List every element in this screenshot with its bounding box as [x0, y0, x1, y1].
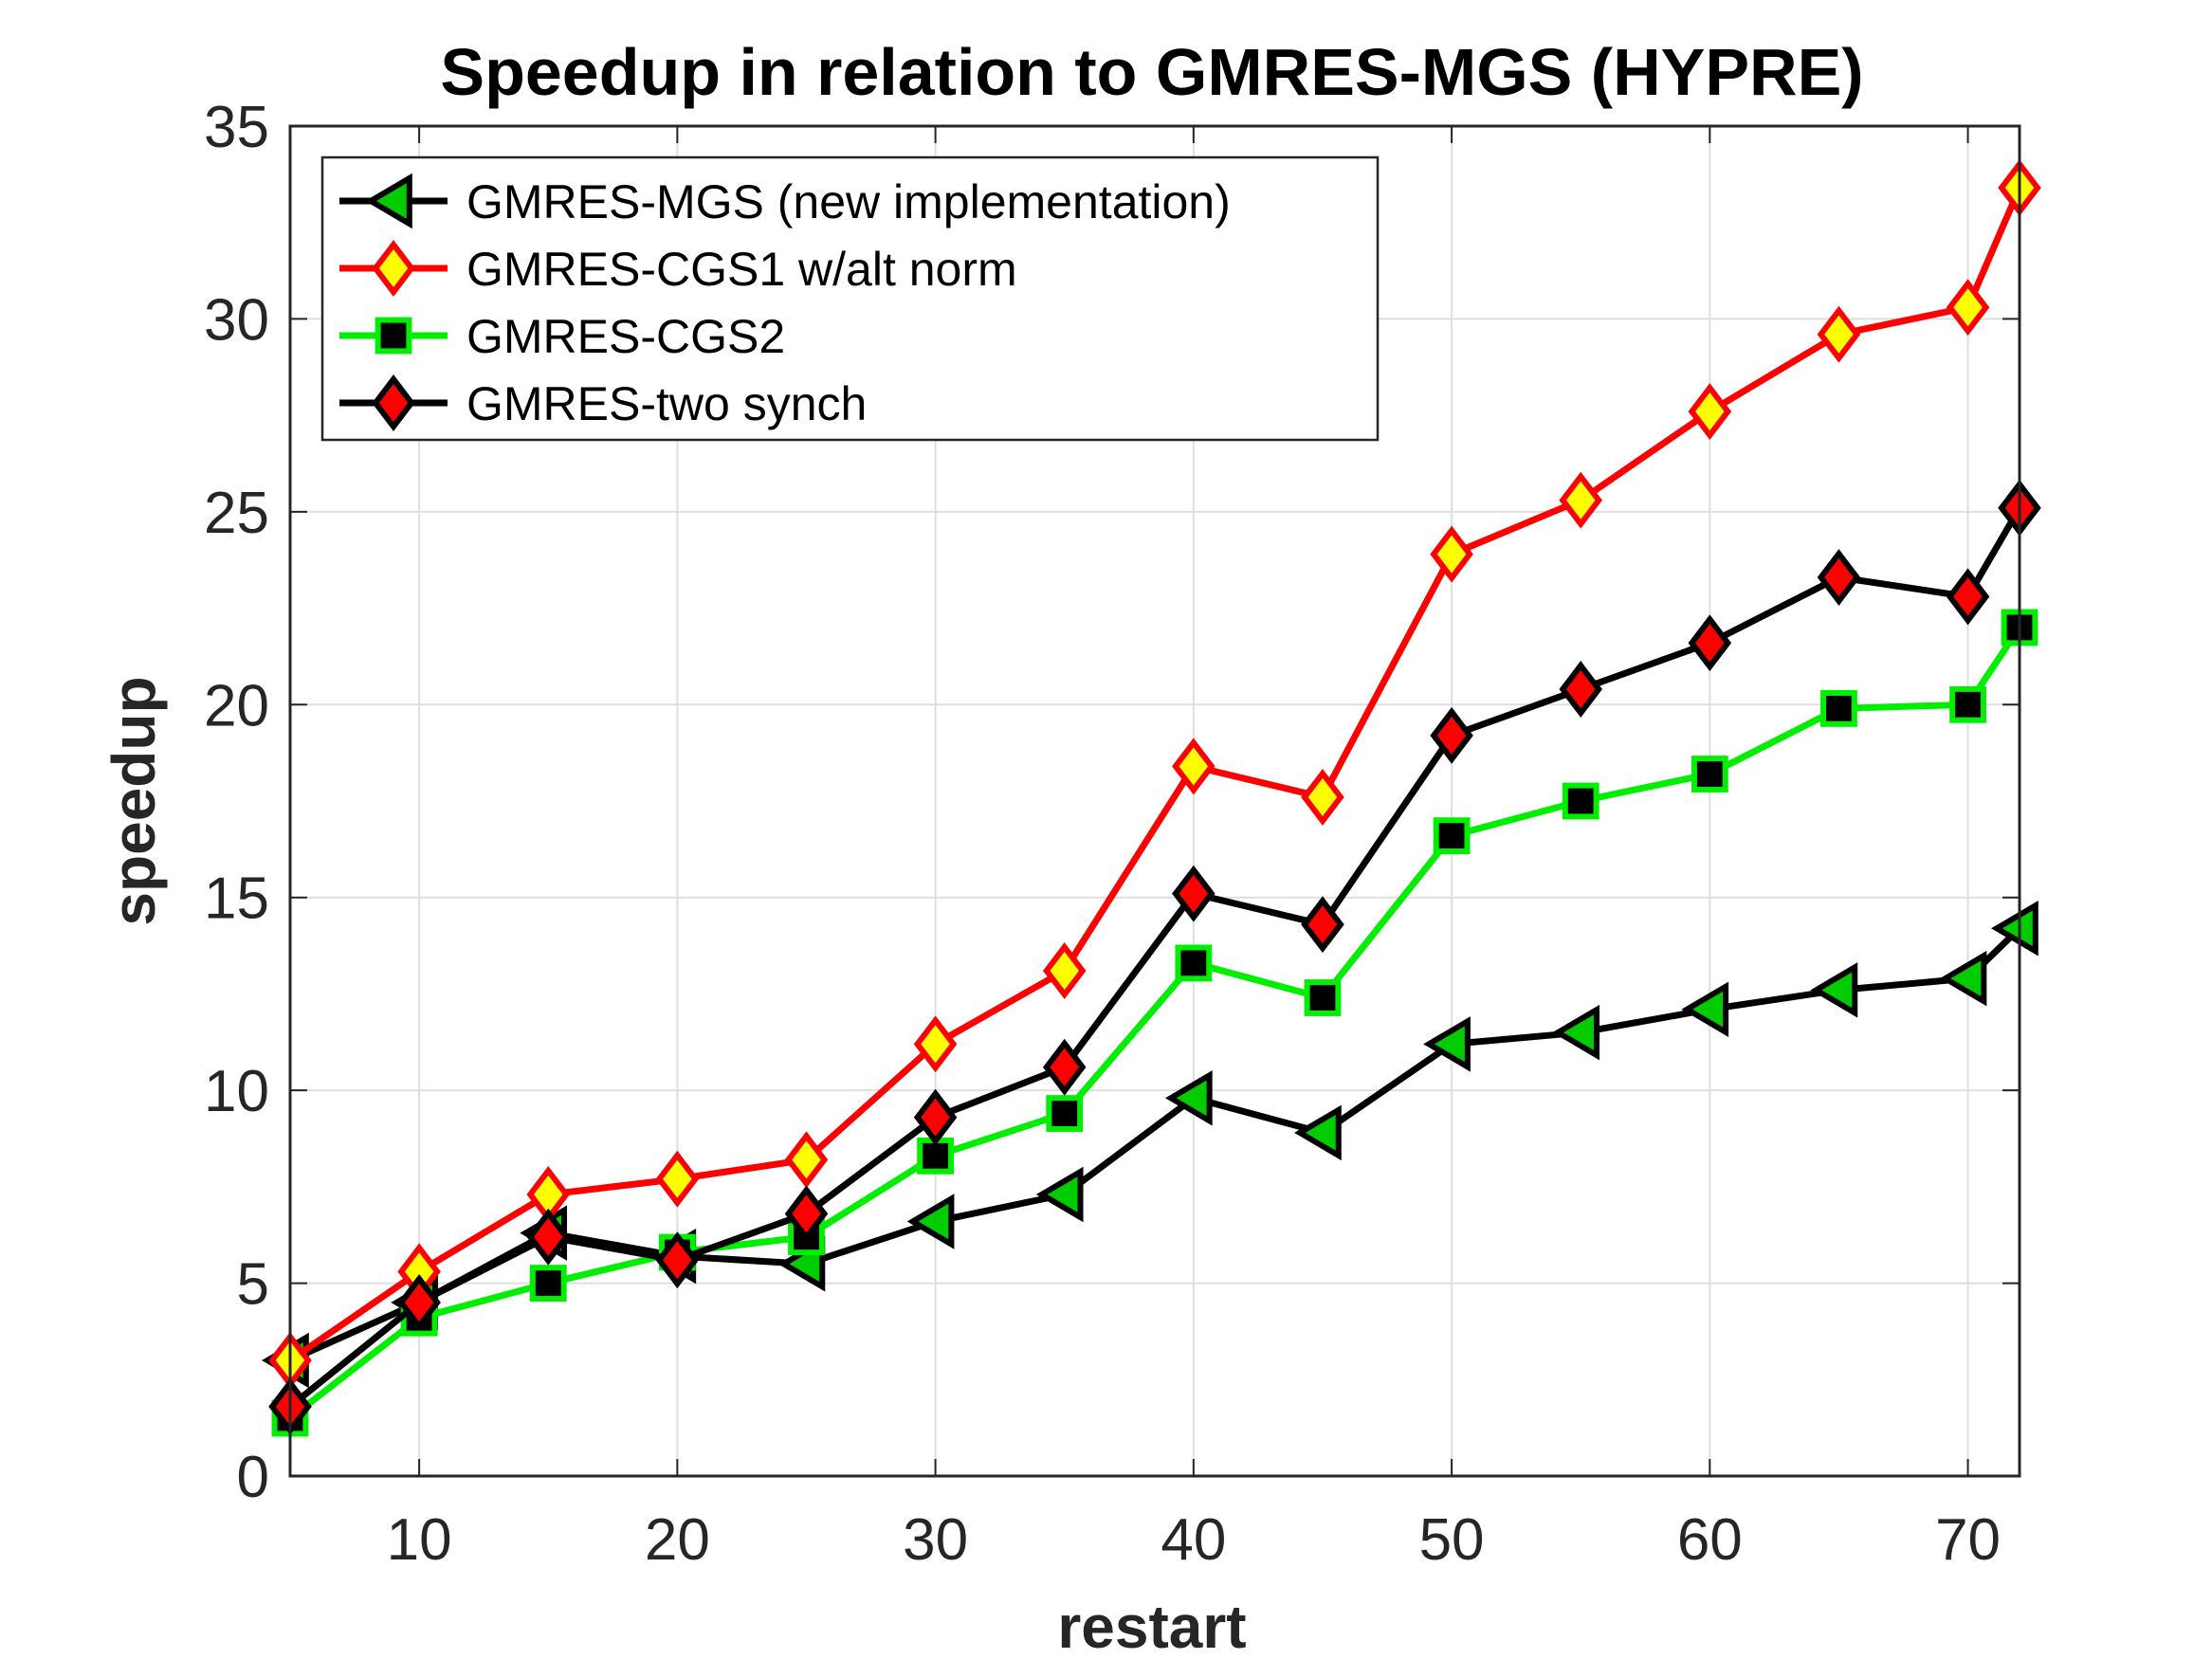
data-point: [1304, 979, 1342, 1016]
x-tick-label: 10: [387, 1507, 452, 1573]
data-point: [1946, 568, 1990, 626]
legend-label: GMRES-two synch: [466, 377, 867, 430]
data-point: [1681, 981, 1729, 1037]
data-point: [1552, 1004, 1600, 1061]
data-point: [1949, 685, 1986, 723]
data-point: [1035, 1166, 1084, 1223]
legend-label: GMRES-CGS2: [466, 310, 785, 363]
legend-item: GMRES-CGS2: [339, 310, 785, 363]
data-point: [1991, 901, 2038, 957]
x-tick-label: 40: [1161, 1507, 1226, 1573]
x-tick-label: 70: [1935, 1507, 2001, 1573]
x-axis-label: restart: [1057, 1593, 1246, 1659]
legend-swatch-marker: [365, 173, 412, 229]
data-point: [1046, 1095, 1084, 1132]
x-tick-label: 60: [1677, 1507, 1743, 1573]
data-point: [1042, 1038, 1087, 1096]
data-point: [906, 1194, 955, 1249]
data-point: [1939, 950, 1987, 1007]
data-point: [1430, 706, 1473, 764]
legend: GMRES-MGS (new implementation) GMRES-CGS1…: [320, 155, 1380, 442]
legend-item: GMRES-CGS1 w/alt norm: [339, 240, 1017, 297]
data-point: [1559, 661, 1602, 718]
data-point: [784, 1185, 829, 1243]
x-tick-label: 30: [903, 1507, 968, 1573]
data-point: [526, 1208, 571, 1266]
y-tick-label: 15: [204, 866, 269, 932]
data-point: [1301, 768, 1344, 826]
legend-box: [320, 155, 1380, 442]
data-point: [1946, 279, 1990, 337]
data-point: [1688, 614, 1732, 672]
legend-label: GMRES-CGS1 w/alt norm: [466, 243, 1017, 296]
data-point: [655, 1150, 700, 1208]
data-point: [913, 1088, 958, 1146]
series-1: [262, 901, 2038, 1389]
y-tick-label: 20: [204, 673, 269, 738]
data-point: [1562, 782, 1600, 820]
data-point: [1820, 689, 1857, 727]
data-point: [1423, 1016, 1471, 1072]
data-point: [1810, 962, 1858, 1018]
data-point: [655, 1231, 700, 1289]
legend-swatch-marker: [372, 240, 415, 297]
y-tick-label: 30: [204, 287, 269, 353]
data-point: [1559, 471, 1602, 529]
data-point: [1172, 738, 1216, 795]
data-point: [913, 1015, 958, 1073]
legend-swatch-marker: [372, 374, 415, 431]
data-point: [1301, 896, 1344, 954]
y-axis-label: speedup: [100, 676, 168, 925]
legend-swatch-marker: [375, 317, 412, 355]
y-tick-label: 10: [204, 1059, 269, 1124]
data-point: [1817, 305, 1861, 363]
data-point: [1430, 525, 1473, 583]
data-point: [1164, 1070, 1213, 1126]
data-point: [1688, 383, 1732, 441]
axes-frame: [288, 124, 2021, 1478]
legend-label: GMRES-MGS (new implementation): [466, 175, 1231, 228]
series-2: [268, 159, 2041, 1389]
data-point: [529, 1265, 567, 1302]
y-tick-label: 25: [204, 481, 269, 546]
data-point: [1433, 817, 1471, 855]
x-tick-label: 50: [1419, 1507, 1485, 1573]
legend-item: GMRES-two synch: [339, 374, 867, 431]
x-tick-label: 20: [645, 1507, 710, 1573]
data-point: [1172, 865, 1216, 922]
plot-area: 10 20 30 40 50 60 70 0 5 10 15 20 25 30 35 GMRES-MGS (n…: [204, 95, 2041, 1573]
legend-item: GMRES-MGS (new implementation): [339, 173, 1231, 229]
data-point: [1817, 549, 1861, 606]
series-4: [268, 479, 2041, 1435]
data-point: [1294, 1104, 1342, 1161]
data-point: [784, 1131, 829, 1189]
data-point: [1042, 942, 1087, 999]
y-tick-label: 5: [237, 1252, 269, 1318]
chart-title: Speedup in relation to GMRES-MGS (HYPRE): [440, 35, 1863, 109]
y-tick-label: 35: [204, 95, 269, 160]
data-point: [1691, 756, 1728, 793]
data-point: [1175, 944, 1213, 982]
data-point: [397, 1273, 441, 1331]
y-tick-label: 0: [237, 1445, 269, 1510]
